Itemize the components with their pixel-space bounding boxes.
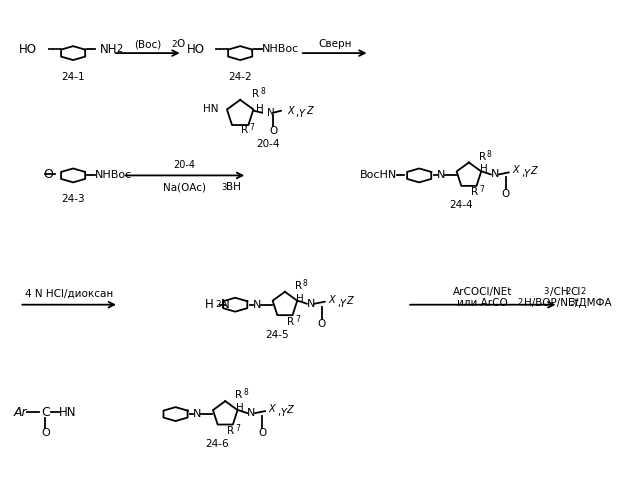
Text: HN: HN bbox=[59, 406, 77, 418]
Text: 20-4: 20-4 bbox=[174, 160, 195, 170]
Text: (Boc): (Boc) bbox=[134, 39, 161, 49]
Text: O: O bbox=[269, 126, 277, 136]
Text: N: N bbox=[437, 170, 445, 180]
Text: O: O bbox=[258, 428, 266, 438]
Text: 2: 2 bbox=[172, 40, 177, 48]
Text: BocHN: BocHN bbox=[360, 170, 397, 180]
Text: NHBoc: NHBoc bbox=[95, 170, 132, 180]
Text: Cl: Cl bbox=[570, 287, 581, 297]
Text: 4 N HCl/диоксан: 4 N HCl/диоксан bbox=[25, 289, 113, 299]
Text: N: N bbox=[247, 408, 255, 418]
Text: 8: 8 bbox=[303, 279, 308, 288]
Text: Y: Y bbox=[280, 408, 286, 418]
Text: 8: 8 bbox=[487, 150, 491, 158]
Text: /ДМФА: /ДМФА bbox=[575, 298, 612, 308]
Text: N: N bbox=[221, 298, 230, 311]
Text: /CH: /CH bbox=[550, 287, 569, 297]
Text: ,: , bbox=[277, 407, 281, 417]
Text: HO: HO bbox=[187, 42, 205, 56]
Text: Ar: Ar bbox=[14, 406, 27, 418]
Text: Y: Y bbox=[340, 298, 346, 308]
Text: N: N bbox=[307, 298, 315, 308]
Text: или ArCO: или ArCO bbox=[457, 298, 508, 308]
Text: NHBoc: NHBoc bbox=[262, 44, 299, 54]
Text: R: R bbox=[295, 281, 302, 291]
Text: Z: Z bbox=[346, 296, 353, 306]
Text: H: H bbox=[480, 164, 488, 174]
Text: O: O bbox=[501, 190, 510, 200]
Text: Сверн: Сверн bbox=[318, 39, 351, 49]
Text: HN: HN bbox=[203, 104, 218, 114]
Text: R: R bbox=[287, 316, 294, 326]
Text: R: R bbox=[235, 390, 243, 400]
Text: H: H bbox=[236, 403, 244, 413]
Text: 3: 3 bbox=[544, 288, 549, 296]
Text: O: O bbox=[177, 39, 185, 49]
Text: R: R bbox=[252, 89, 259, 99]
Text: H/BOP/NEt: H/BOP/NEt bbox=[524, 298, 578, 308]
Text: BH: BH bbox=[226, 182, 241, 192]
Text: N: N bbox=[253, 300, 261, 310]
Text: 3: 3 bbox=[221, 183, 226, 192]
Text: R: R bbox=[227, 426, 234, 436]
Text: 2: 2 bbox=[518, 298, 523, 307]
Text: 24-3: 24-3 bbox=[62, 194, 85, 204]
Text: O: O bbox=[44, 168, 53, 181]
Text: R: R bbox=[479, 152, 486, 162]
Text: ,: , bbox=[295, 108, 298, 118]
Text: X: X bbox=[513, 166, 519, 175]
Text: X: X bbox=[288, 106, 295, 116]
Text: Y: Y bbox=[299, 109, 305, 119]
Text: 2: 2 bbox=[580, 288, 585, 296]
Text: 24-5: 24-5 bbox=[265, 330, 289, 340]
Text: N: N bbox=[267, 108, 275, 118]
Text: 7: 7 bbox=[235, 424, 240, 433]
Text: N: N bbox=[491, 170, 499, 179]
Text: H: H bbox=[256, 104, 264, 114]
Text: ArCOCl/NEt: ArCOCl/NEt bbox=[453, 287, 513, 297]
Text: X: X bbox=[269, 404, 276, 414]
Text: 3: 3 bbox=[569, 298, 575, 307]
Text: 24-2: 24-2 bbox=[228, 72, 252, 82]
Text: 8: 8 bbox=[243, 388, 248, 397]
Text: R: R bbox=[241, 124, 248, 134]
Text: 24-4: 24-4 bbox=[449, 200, 473, 210]
Text: 8: 8 bbox=[260, 87, 265, 96]
Text: 7: 7 bbox=[479, 186, 484, 194]
Text: O: O bbox=[318, 318, 326, 328]
Text: R: R bbox=[471, 188, 478, 198]
Text: X: X bbox=[328, 294, 335, 304]
Text: 24-1: 24-1 bbox=[62, 72, 85, 82]
Text: ,: , bbox=[521, 168, 524, 178]
Text: Na(OAc): Na(OAc) bbox=[163, 182, 206, 192]
Text: 24-6: 24-6 bbox=[205, 439, 229, 449]
Text: 2: 2 bbox=[565, 288, 570, 296]
Text: O: O bbox=[41, 428, 50, 438]
Text: HO: HO bbox=[19, 42, 37, 56]
Text: C: C bbox=[41, 406, 50, 418]
Text: Z: Z bbox=[306, 106, 312, 116]
Text: 7: 7 bbox=[295, 314, 300, 324]
Text: Y: Y bbox=[524, 170, 529, 179]
Text: 7: 7 bbox=[249, 122, 254, 132]
Text: H: H bbox=[205, 298, 213, 311]
Text: NH: NH bbox=[100, 42, 118, 56]
Text: Z: Z bbox=[530, 166, 537, 176]
Text: 2: 2 bbox=[215, 300, 221, 308]
Text: ,: , bbox=[337, 298, 340, 308]
Text: 2: 2 bbox=[116, 44, 122, 54]
Text: 20-4: 20-4 bbox=[256, 138, 280, 148]
Text: N: N bbox=[193, 409, 202, 419]
Text: Z: Z bbox=[287, 405, 293, 415]
Text: H: H bbox=[296, 294, 304, 304]
